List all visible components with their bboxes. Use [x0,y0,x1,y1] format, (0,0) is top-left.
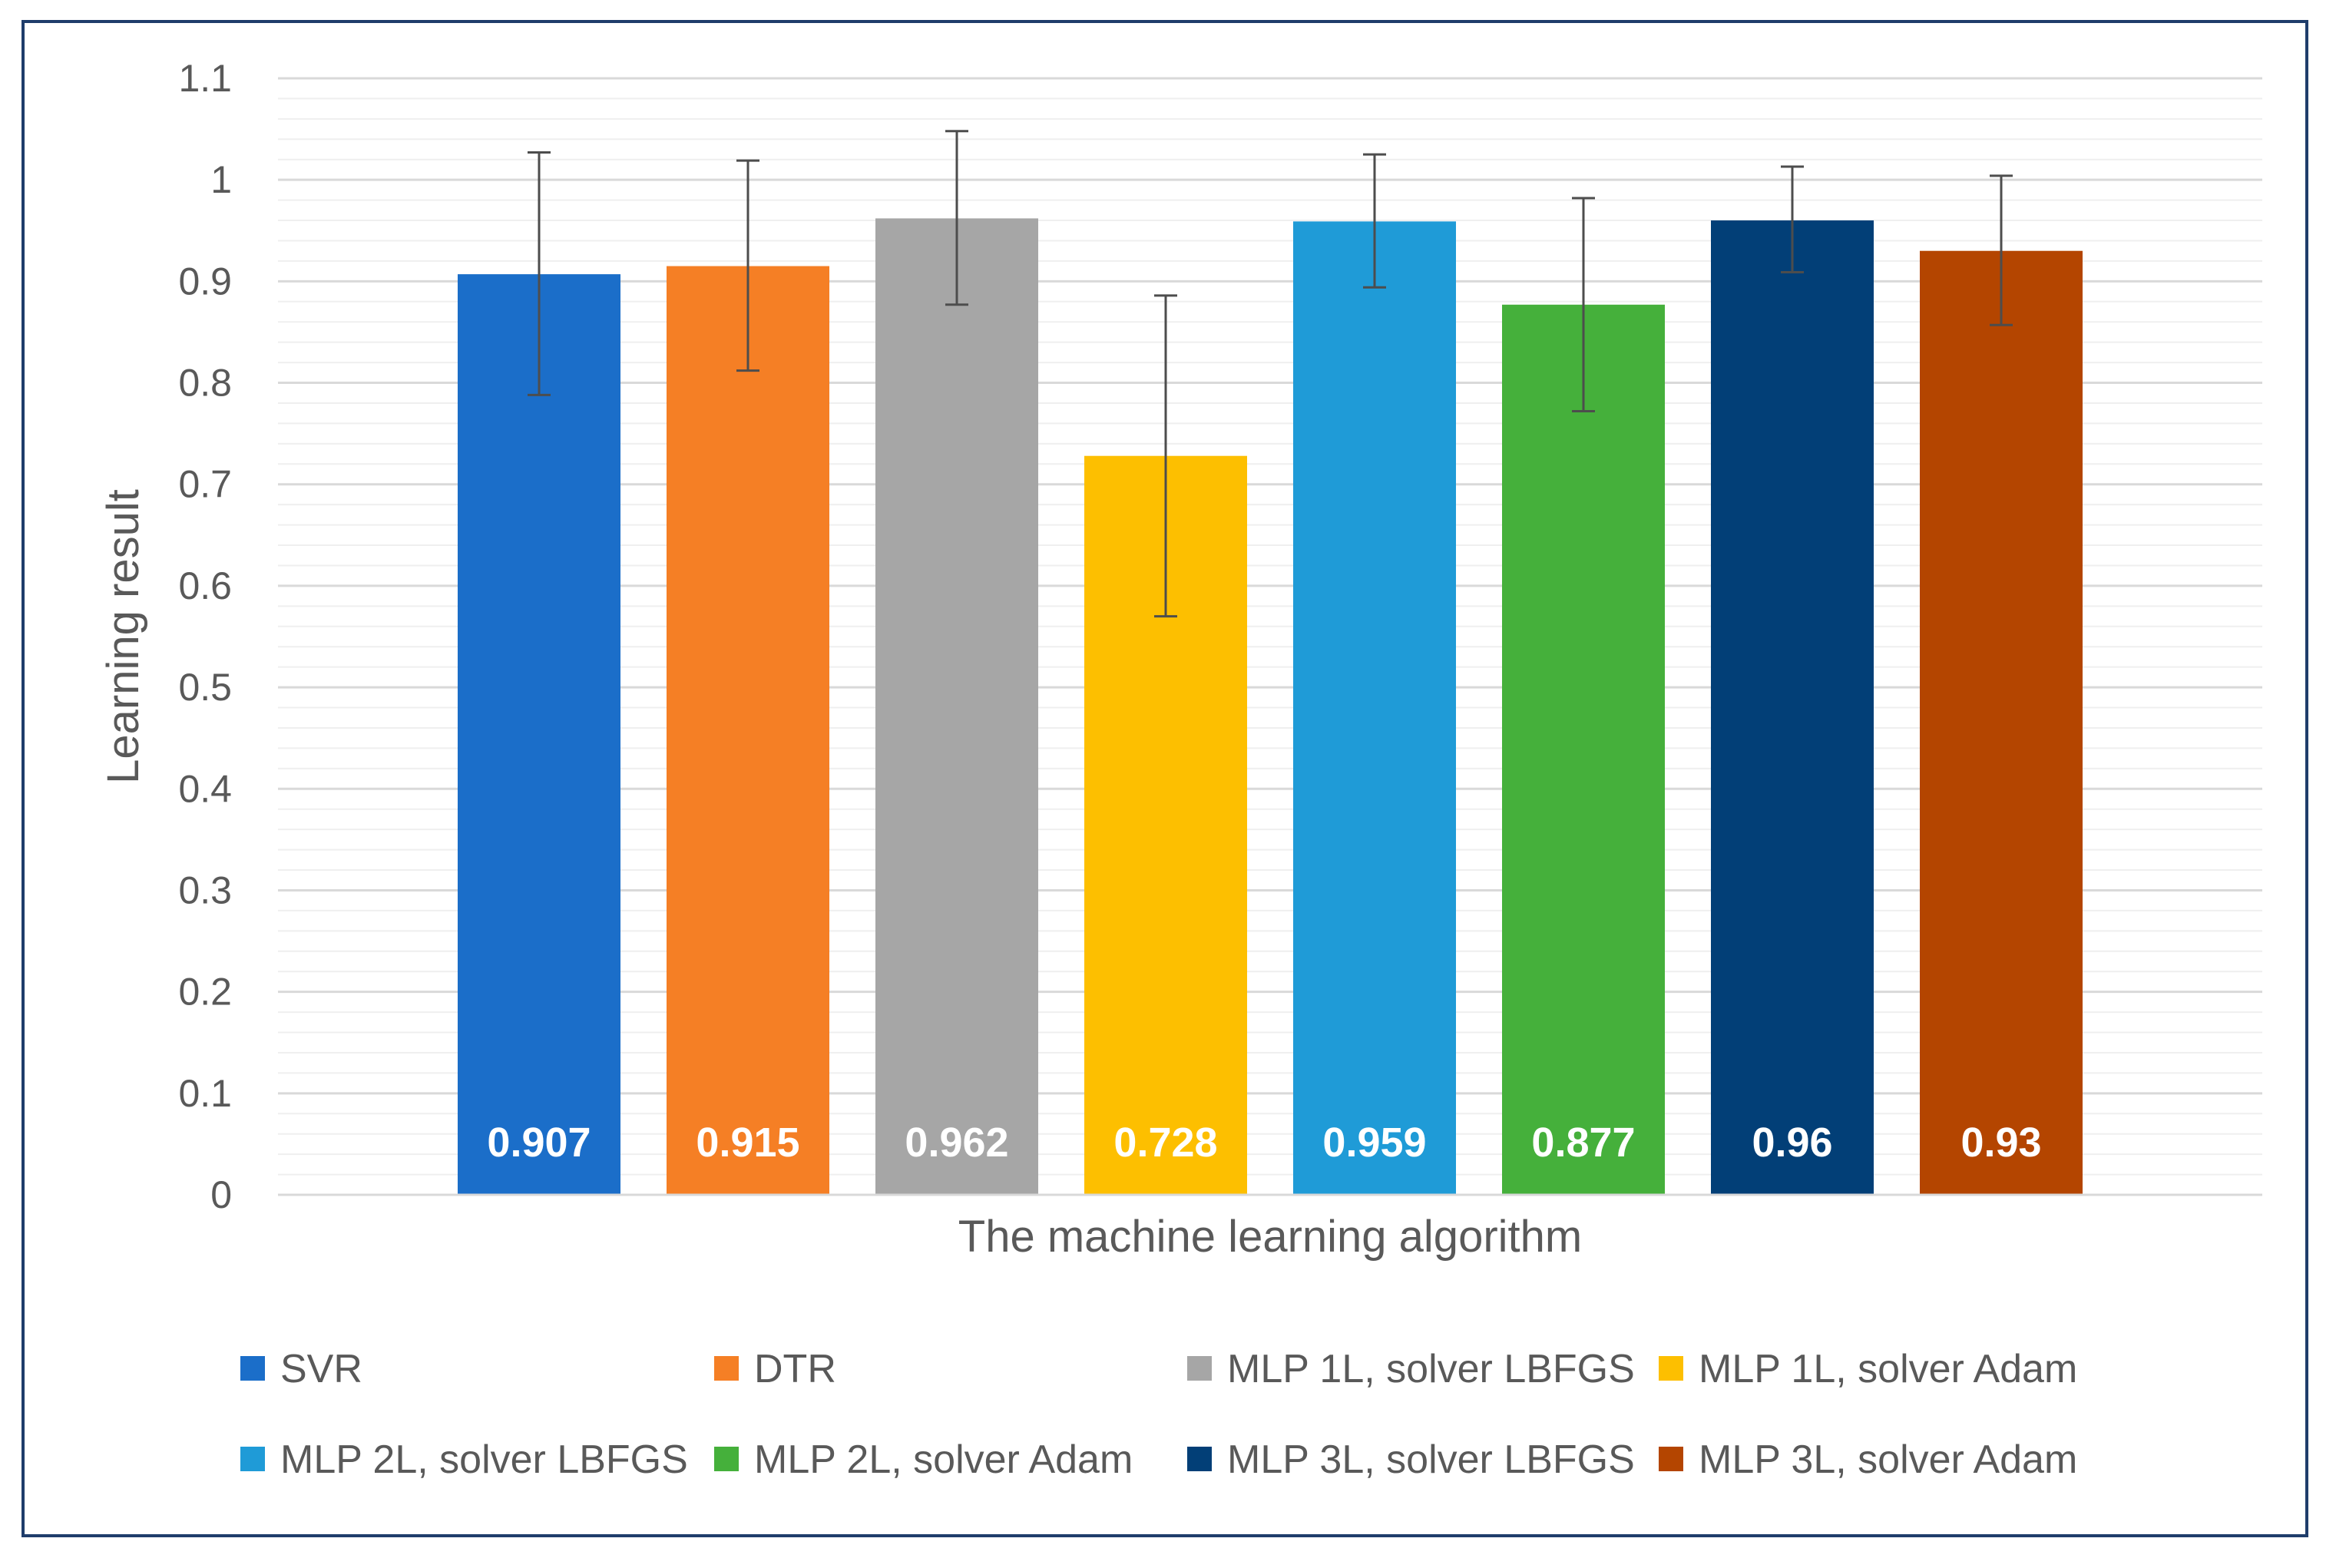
legend-label-0: SVR [280,1347,362,1391]
y-tick-label: 0.5 [178,666,232,709]
legend-label-2: MLP 1L, solver LBFGS [1227,1347,1635,1391]
data-label-1: 0.915 [696,1120,799,1166]
y-axis-ticks: 0 0.1 0.2 0.3 0.4 0.5 0.6 0.7 0.8 0.9 1 1.1 [178,57,232,1216]
bar-1 [667,266,829,1195]
error-bars [528,130,2013,618]
bar-5 [1502,304,1665,1196]
y-tick-label: 0.4 [178,767,232,810]
data-label-6: 0.96 [1752,1120,1832,1166]
y-tick-label: 0.7 [178,463,232,506]
legend-swatch-4 [240,1447,265,1471]
y-tick-label: 0 [210,1173,232,1216]
legend-swatch-0 [240,1356,265,1381]
legend-swatch-7 [1659,1447,1683,1471]
legend-label-3: MLP 1L, solver Adam [1699,1347,2077,1391]
data-label-2: 0.962 [905,1120,1008,1166]
y-tick-label: 0.2 [178,971,232,1014]
y-tick-label: 0.3 [178,868,232,911]
legend-label-4: MLP 2L, solver LBFGS [280,1437,688,1482]
legend-swatch-1 [714,1356,739,1381]
y-axis-title: Learning result [98,489,148,784]
y-tick-label: 0.8 [178,362,232,405]
legend-label-6: MLP 3L, solver LBFGS [1227,1437,1635,1482]
y-tick-label: 0.6 [178,564,232,607]
legend-label-5: MLP 2L, solver Adam [754,1437,1133,1482]
y-tick-label: 0.1 [178,1072,232,1115]
y-tick-label: 1.1 [178,57,232,100]
x-axis-title: The machine learning algorithm [958,1212,1582,1262]
legend-label-1: DTR [754,1347,836,1391]
legend: SVR DTR MLP 1L, solver LBFGS MLP 1L, solver… [240,1347,2077,1482]
bars [458,218,2083,1196]
legend-swatch-2 [1187,1356,1212,1381]
bar-0 [458,274,620,1196]
bar-4 [1293,221,1456,1196]
y-tick-label: 0.9 [178,260,232,303]
legend-swatch-5 [714,1447,739,1471]
data-label-7: 0.93 [1960,1120,2041,1166]
bar-7 [1920,250,2083,1195]
data-label-5: 0.877 [1531,1120,1635,1166]
legend-swatch-6 [1187,1447,1212,1471]
legend-swatch-3 [1659,1356,1683,1381]
data-label-4: 0.959 [1322,1120,1426,1166]
data-label-3: 0.728 [1113,1120,1217,1166]
data-labels: 0.907 0.915 0.962 0.728 0.959 0.877 0.96 0.93 [487,1120,2041,1166]
bar-6 [1711,220,1874,1195]
legend-label-7: MLP 3L, solver Adam [1699,1437,2077,1482]
bar-2 [875,218,1038,1196]
y-tick-label: 1 [210,158,232,201]
data-label-0: 0.907 [487,1120,591,1166]
